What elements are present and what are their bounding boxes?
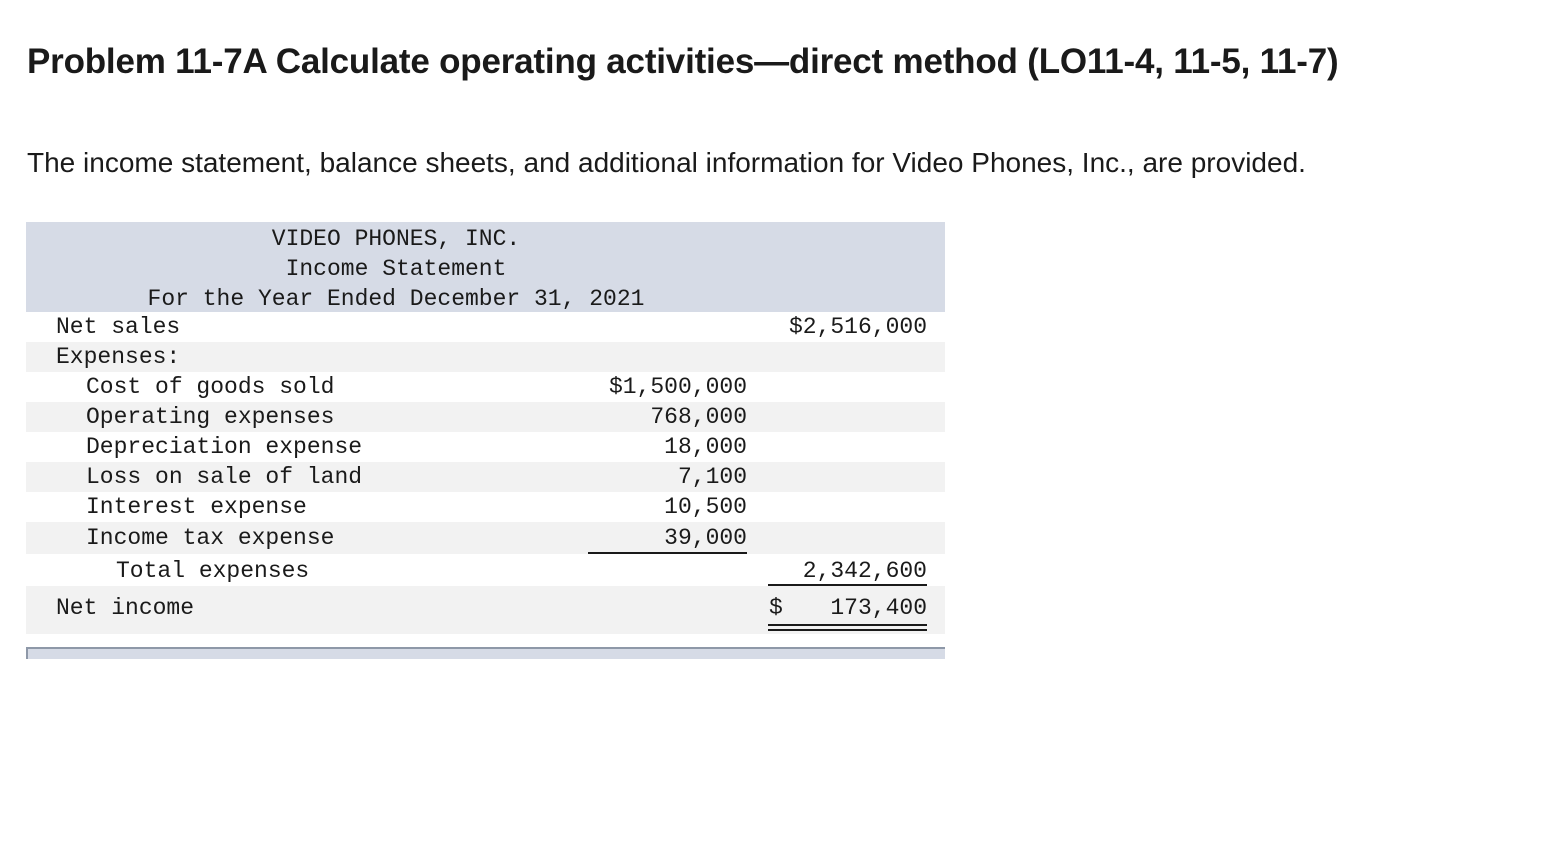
problem-title: Problem 11-7A Calculate operating activi… xyxy=(27,42,1339,81)
net-income-amount: 173,400 xyxy=(830,595,927,621)
row-depreciation-expense: Depreciation expense 18,000 xyxy=(26,432,945,462)
expense-amount: 10,500 xyxy=(664,494,747,520)
row-net-income: Net income $ 173,400 xyxy=(26,586,945,634)
row-income-tax-expense: Income tax expense 39,000 xyxy=(26,522,945,554)
row-interest-expense: Interest expense 10,500 xyxy=(26,492,945,522)
statement-name: Income Statement xyxy=(285,256,507,282)
expense-amount: $1,500,000 xyxy=(608,374,747,400)
expense-amount: 39,000 xyxy=(664,525,747,551)
income-statement-table: VIDEO PHONES, INC. Income Statement For … xyxy=(26,222,945,634)
expenses-label: Expenses: xyxy=(56,344,181,370)
statement-period: For the Year Ended December 31, 2021 xyxy=(147,286,645,312)
net-sales-label: Net sales xyxy=(56,314,181,340)
net-sales-amount: $2,516,000 xyxy=(788,314,927,340)
row-operating-expenses: Operating expenses 768,000 xyxy=(26,402,945,432)
expense-label: Depreciation expense xyxy=(86,434,363,460)
statement-header: VIDEO PHONES, INC. Income Statement For … xyxy=(26,222,945,312)
table-scrollbar[interactable] xyxy=(26,647,945,659)
net-income-label: Net income xyxy=(56,595,195,621)
expense-amount: 7,100 xyxy=(677,464,747,490)
row-cost-of-goods-sold: Cost of goods sold $1,500,000 xyxy=(26,372,945,402)
net-income-double-underline xyxy=(768,624,927,631)
expense-label: Operating expenses xyxy=(86,404,335,430)
total-expenses-amount: 2,342,600 xyxy=(802,558,927,584)
net-income-currency: $ xyxy=(769,595,783,621)
company-name: VIDEO PHONES, INC. xyxy=(271,226,521,252)
expense-label: Loss on sale of land xyxy=(86,464,363,490)
expense-amount: 18,000 xyxy=(664,434,747,460)
expense-label: Interest expense xyxy=(86,494,307,520)
problem-intro: The income statement, balance sheets, an… xyxy=(27,147,1306,178)
row-loss-on-sale-of-land: Loss on sale of land 7,100 xyxy=(26,462,945,492)
expense-label: Cost of goods sold xyxy=(86,374,335,400)
row-total-expenses: Total expenses 2,342,600 xyxy=(26,554,945,586)
total-underline xyxy=(768,584,927,586)
row-net-sales: Net sales $2,516,000 xyxy=(26,312,945,342)
total-expenses-label: Total expenses xyxy=(116,558,310,584)
row-expenses-heading: Expenses: xyxy=(26,342,945,372)
expense-amount: 768,000 xyxy=(650,404,747,430)
subtotal-underline xyxy=(588,552,747,554)
expense-label: Income tax expense xyxy=(86,525,335,551)
